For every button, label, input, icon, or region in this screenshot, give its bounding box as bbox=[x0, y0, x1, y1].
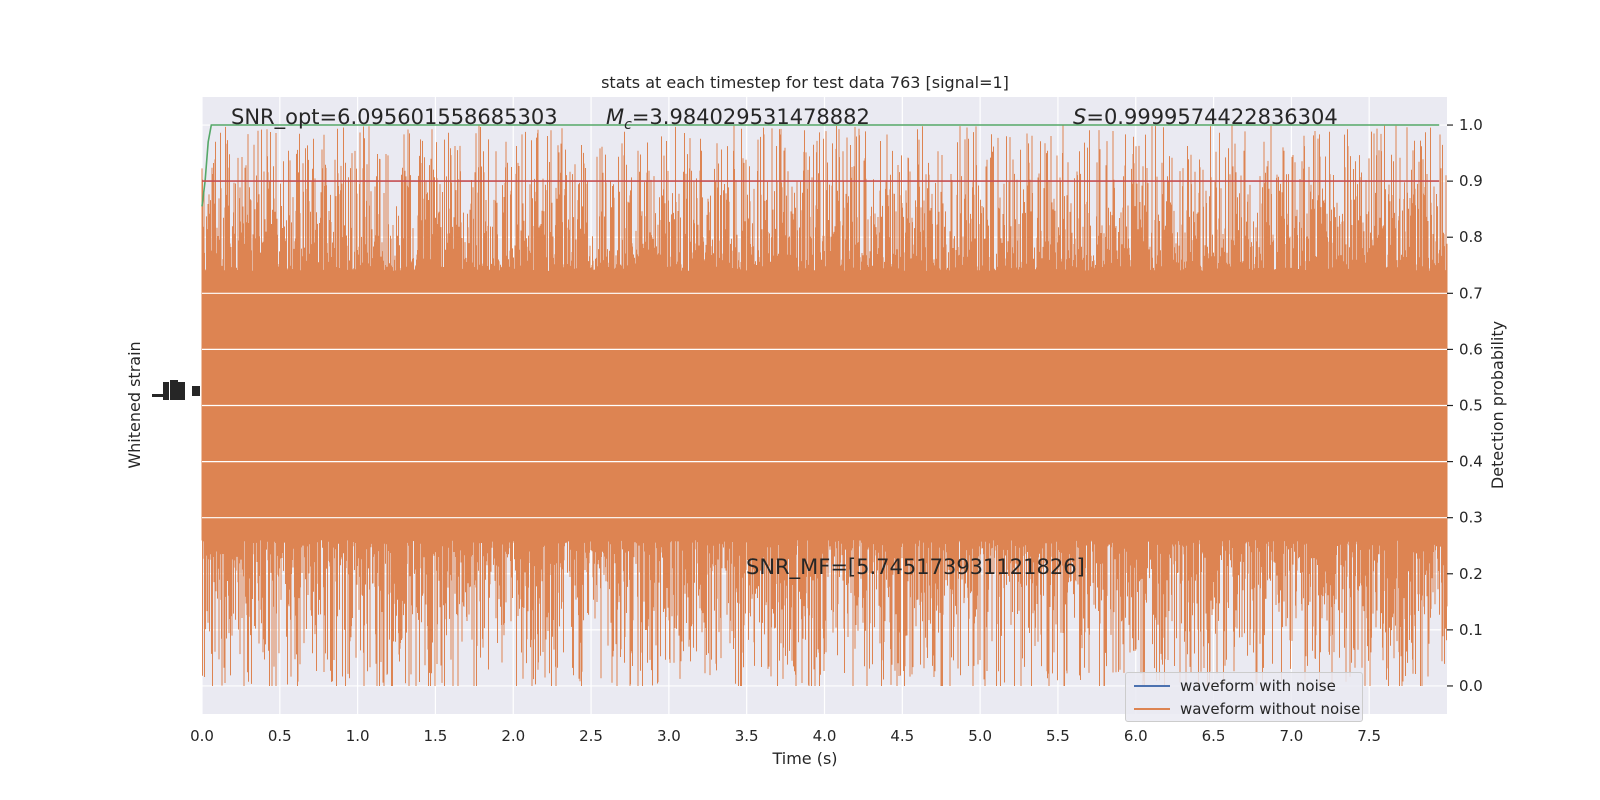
detection-probability-line bbox=[201, 124, 1440, 207]
legend-item-without-noise: waveform without noise bbox=[1134, 699, 1360, 719]
annotation-s: S=0.9999574422836304 bbox=[1073, 105, 1338, 129]
series-waveform-without-noise bbox=[201, 125, 1448, 686]
legend-label-with-noise: waveform with noise bbox=[1180, 677, 1336, 695]
y-tick-label: 0.8 bbox=[1459, 228, 1483, 246]
legend: waveform with noise waveform without noi… bbox=[1125, 672, 1363, 722]
y-tick-label: 0.5 bbox=[1459, 397, 1483, 415]
y-tick-label: 0.2 bbox=[1459, 565, 1483, 583]
y-tick-label: 0.4 bbox=[1459, 453, 1483, 471]
x-tick-label: 1.5 bbox=[424, 727, 448, 745]
y-axis-left-label: Whitened strain bbox=[125, 341, 144, 468]
x-tick-label: 0.5 bbox=[268, 727, 292, 745]
x-axis-ticks: 0.0 0.5 1.0 1.5 2.0 2.5 3.0 3.5 4.0 4.5 5.0 5.5 6.0 6… bbox=[190, 727, 1381, 745]
annotation-snr-mf: SNR_MF=[5.745173931121826] bbox=[746, 555, 1085, 580]
legend-item-with-noise: waveform with noise bbox=[1134, 676, 1336, 696]
y-tick-label: 0.0 bbox=[1459, 677, 1483, 695]
x-tick-label: 5.5 bbox=[1046, 727, 1070, 745]
y-axis-right-ticks: 0.0 0.1 0.2 0.3 0.4 0.5 0.6 0.7 0.8 0.9 1.0 bbox=[1447, 116, 1483, 695]
annotation-chirp-mass-subscript: c bbox=[624, 117, 632, 133]
annotation-snr-opt: SNR_opt=6.095601558685303 bbox=[231, 105, 558, 130]
x-tick-label: 2.0 bbox=[501, 727, 525, 745]
x-tick-label: 3.5 bbox=[735, 727, 759, 745]
x-axis-label: Time (s) bbox=[771, 749, 837, 768]
y-tick-label: 0.6 bbox=[1459, 340, 1483, 358]
annotation-s-value: =0.9999574422836304 bbox=[1086, 105, 1337, 129]
annotation-s-symbol: S bbox=[1073, 105, 1086, 129]
annotation-chirp-mass-value: =3.984029531478882 bbox=[632, 105, 870, 129]
x-tick-label: 7.5 bbox=[1357, 727, 1381, 745]
annotation-chirp-mass: Mc=3.984029531478882 bbox=[606, 105, 870, 133]
x-tick-label: 2.5 bbox=[579, 727, 603, 745]
y-tick-label: 0.9 bbox=[1459, 172, 1483, 190]
annotation-chirp-mass-symbol: M bbox=[606, 105, 624, 129]
legend-label-without-noise: waveform without noise bbox=[1180, 700, 1361, 718]
y-tick-label: 1.0 bbox=[1459, 116, 1483, 134]
y-tick-label: 0.1 bbox=[1459, 621, 1483, 639]
y-tick-label: 0.7 bbox=[1459, 284, 1483, 302]
y-axis-right-label: Detection probability bbox=[1488, 321, 1507, 489]
x-tick-label: 5.0 bbox=[968, 727, 992, 745]
x-tick-label: 3.0 bbox=[657, 727, 681, 745]
x-tick-label: 1.0 bbox=[346, 727, 370, 745]
x-tick-label: 4.5 bbox=[890, 727, 914, 745]
y-tick-label: 0.3 bbox=[1459, 509, 1483, 527]
x-tick-label: 7.0 bbox=[1279, 727, 1303, 745]
x-tick-label: 0.0 bbox=[190, 727, 214, 745]
series-lines bbox=[201, 124, 1440, 207]
x-tick-label: 4.0 bbox=[813, 727, 837, 745]
left-axis-tick-cluster bbox=[152, 380, 200, 400]
chart-title: stats at each timestep for test data 763… bbox=[601, 73, 1009, 92]
x-tick-label: 6.5 bbox=[1202, 727, 1226, 745]
x-tick-label: 6.0 bbox=[1124, 727, 1148, 745]
legend-swatch-without-noise bbox=[1134, 708, 1170, 710]
legend-swatch-with-noise bbox=[1134, 685, 1170, 687]
